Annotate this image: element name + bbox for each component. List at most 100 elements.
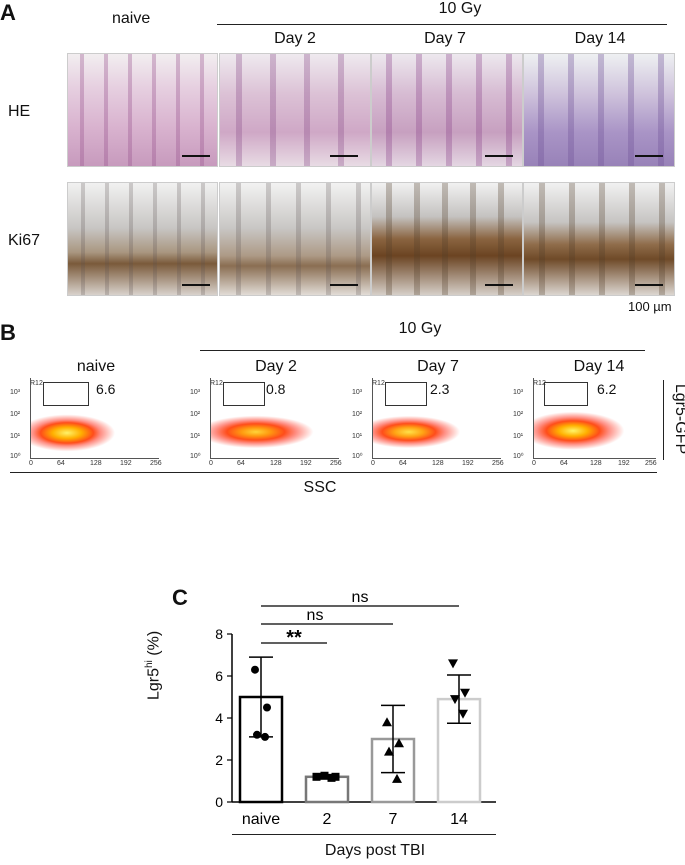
x-tick-label: 7 (389, 811, 398, 828)
ki67-day14-image (523, 182, 675, 296)
facs-x-axis-line (10, 472, 657, 473)
x-tick: 256 (645, 460, 657, 467)
facs-title-day7: Day 7 (417, 358, 459, 375)
data-point (320, 771, 329, 780)
sig-label-ns-7: ns (307, 607, 324, 624)
y-tick-label: 4 (215, 710, 223, 726)
row-label-ki67: Ki67 (8, 232, 41, 249)
x-tick: 64 (399, 460, 407, 467)
scale-bar (485, 155, 513, 157)
y-tick: 10⁰ (10, 453, 21, 460)
panel-a-group-line (217, 24, 667, 25)
x-tick-label: 14 (450, 811, 468, 828)
x-tick: 128 (432, 460, 444, 467)
data-point (448, 659, 458, 669)
he-day2-image (219, 53, 371, 167)
panel-a-col-day2: Day 2 (274, 30, 316, 47)
y-tick: 10³ (190, 389, 201, 396)
he-day14-image (523, 53, 675, 167)
y-tick: 10³ (352, 389, 363, 396)
data-point (384, 746, 394, 756)
panel-a-col-day7: Day 7 (424, 30, 466, 47)
gate-box (385, 382, 427, 406)
x-tick: 128 (270, 460, 282, 467)
x-tick: 192 (462, 460, 474, 467)
facs-plot-day14: R12 6.2 10³ 10² 10¹ 10⁰ (513, 378, 663, 460)
y-tick: 10² (10, 411, 21, 418)
facs-title-day14: Day 14 (573, 358, 625, 375)
panel-a-label: A (0, 0, 16, 25)
panel-a-col-day14: Day 14 (574, 30, 626, 47)
density-cloud (31, 392, 151, 458)
facs-title-day2: Day 2 (255, 358, 297, 375)
gate-name: R12 (372, 380, 385, 387)
gate-value: 2.3 (430, 381, 450, 397)
y-tick: 10¹ (513, 433, 524, 440)
data-point (312, 772, 321, 781)
facs-plot-day7: R12 2.3 10³ 10² 10¹ 10⁰ (352, 378, 502, 460)
y-tick: 10⁰ (190, 453, 201, 460)
chart-x-axis-group-line (232, 834, 496, 835)
data-point (261, 732, 269, 741)
facs-x-axis-label: SSC (303, 479, 337, 496)
panel-a-naive-title: naive (112, 10, 151, 27)
facs-plot-naive: R12 6.6 10³ 10² 10¹ 10⁰ (10, 378, 160, 460)
x-tick: 64 (57, 460, 65, 467)
he-day7-image (371, 53, 523, 167)
y-tick: 10³ (513, 389, 524, 396)
scale-bar (635, 284, 663, 286)
x-tick: 0 (209, 460, 213, 467)
sig-label-ns-14: ns (352, 589, 369, 606)
y-tick-label: 0 (215, 794, 223, 810)
facs-area (372, 378, 501, 459)
density-cloud (534, 390, 656, 458)
data-point (394, 738, 404, 748)
chart-x-axis-label: Days post TBI (324, 842, 426, 859)
gate-box (43, 382, 89, 406)
panel-c-label: C (172, 585, 188, 610)
panel-b-group-line (200, 350, 645, 351)
data-point (253, 730, 261, 739)
x-tick: 256 (330, 460, 342, 467)
y-tick: 10² (513, 411, 524, 418)
x-tick: 64 (237, 460, 245, 467)
gate-name: R12 (533, 380, 546, 387)
data-point (382, 717, 392, 727)
data-point (450, 695, 460, 705)
panel-b-group-label: 10 Gy (398, 320, 442, 337)
scale-bar-label: 100 µm (628, 299, 672, 314)
panel-a-group-label: 10 Gy (438, 0, 482, 17)
gate-value: 0.8 (266, 381, 286, 397)
data-point (251, 665, 259, 674)
he-naive-image (67, 53, 218, 167)
y-tick: 10² (352, 411, 363, 418)
y-tick-label: 6 (215, 668, 223, 684)
gate-name: R12 (210, 380, 223, 387)
scale-bar (635, 155, 663, 157)
ki67-day2-image (219, 182, 371, 296)
x-tick: 192 (120, 460, 132, 467)
facs-y-axis-line (663, 380, 664, 460)
x-tick: 64 (560, 460, 568, 467)
ki67-naive-image (67, 182, 218, 296)
sig-label-stars: ** (286, 627, 302, 649)
y-tick: 10³ (10, 389, 21, 396)
facs-area (30, 378, 159, 459)
x-tick: 0 (532, 460, 536, 467)
y-tick-label: 8 (215, 626, 223, 642)
x-tick: 128 (90, 460, 102, 467)
facs-area (533, 378, 656, 459)
scale-bar (182, 155, 210, 157)
gate-name: R12 (30, 380, 43, 387)
y-tick: 10¹ (10, 433, 21, 440)
data-point (331, 772, 340, 781)
scale-bar (182, 284, 210, 286)
density-cloud (373, 396, 501, 458)
x-tick: 192 (300, 460, 312, 467)
x-tick-label: 2 (323, 811, 332, 828)
x-tick: 256 (150, 460, 162, 467)
y-tick: 10⁰ (352, 453, 363, 460)
bar (304, 775, 350, 804)
scale-bar (330, 284, 358, 286)
row-label-he: HE (8, 103, 31, 120)
